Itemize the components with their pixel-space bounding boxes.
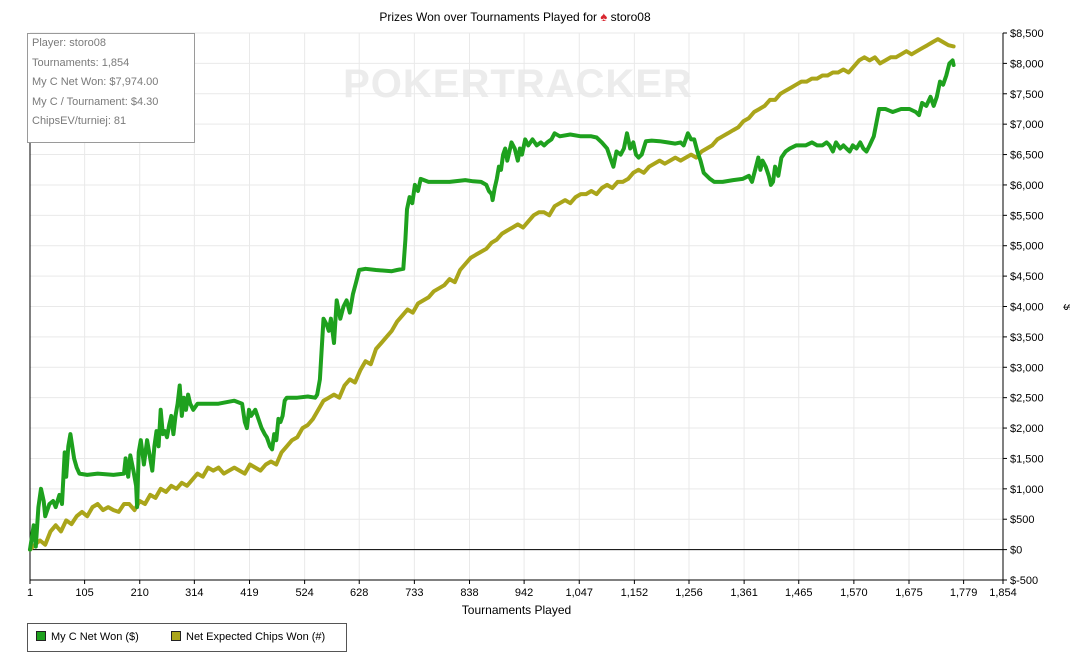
series-net-won-line: [28, 58, 956, 552]
x-tick-label: 1,256: [675, 587, 703, 599]
x-tick-label: 838: [460, 587, 478, 599]
y-tick-label: $4,000: [1010, 302, 1044, 314]
x-tick-label: 1,779: [950, 587, 978, 599]
x-tick-label: 1,465: [785, 587, 813, 599]
legend-swatch-net-won: [36, 631, 46, 641]
x-tick-label: 1,047: [565, 587, 593, 599]
info-chips-ev: ChipsEV/turniej: 81: [32, 115, 127, 127]
x-tick-label: 1: [27, 587, 33, 599]
y-tick-label: $6,000: [1010, 180, 1044, 192]
legend-swatch-expected-chips: [171, 631, 181, 641]
x-tick-label: 105: [75, 587, 93, 599]
x-tick-label: 419: [240, 587, 258, 599]
x-tick-label: 1,570: [840, 587, 868, 599]
x-axis-label: Tournaments Played: [462, 603, 571, 617]
legend-item-expected-chips[interactable]: Net Expected Chips Won (#): [171, 631, 325, 643]
legend-item-net-won[interactable]: My C Net Won ($): [36, 631, 139, 643]
x-tick-label: 1,675: [895, 587, 923, 599]
x-tick-label: 524: [295, 587, 313, 599]
x-tick-label: 733: [405, 587, 423, 599]
watermark: POKERTRACKER: [343, 62, 693, 106]
info-tournaments: Tournaments: 1,854: [32, 56, 130, 69]
y-tick-label: $7,000: [1010, 119, 1044, 131]
series-expected-chips-line: [28, 37, 956, 552]
x-tick-label: 210: [131, 587, 149, 599]
y-tick-label: $0: [1010, 545, 1022, 557]
legend-label-expected-chips: Net Expected Chips Won (#): [186, 631, 326, 643]
y-tick-label: $5,500: [1010, 210, 1044, 222]
y-tick-label: $2,500: [1010, 393, 1044, 405]
info-per-tournament: My C / Tournament: $4.30: [32, 95, 159, 108]
chart-title: Prizes Won over Tournaments Played for ♠…: [0, 9, 1030, 24]
y-tick-label: $3,000: [1010, 362, 1044, 374]
legend: My C Net Won ($) Net Expected Chips Won …: [27, 623, 347, 652]
title-text: Prizes Won over Tournaments Played for: [379, 10, 598, 24]
y-tick-label: $8,000: [1010, 58, 1044, 70]
x-tick-label: 1,152: [621, 587, 649, 599]
y-tick-label: $2,000: [1010, 423, 1044, 435]
x-tick-label: 1,854: [989, 587, 1017, 599]
y-tick-label: $5,000: [1010, 241, 1044, 253]
y-axis-label: $: [1061, 304, 1070, 310]
y-tick-label: $3,500: [1010, 332, 1044, 344]
y-tick-label: $8,500: [1010, 28, 1044, 40]
y-tick-label: $500: [1010, 514, 1034, 526]
info-player: Player: storo08: [32, 37, 106, 49]
y-tick-label: $7,500: [1010, 89, 1044, 101]
title-player-name: storo08: [610, 10, 651, 24]
y-tick-label: $-500: [1010, 575, 1038, 587]
y-tick-label: $1,500: [1010, 453, 1044, 465]
y-tick-label: $1,000: [1010, 484, 1044, 496]
y-tick-label: $6,500: [1010, 150, 1044, 162]
x-tick-label: 942: [515, 587, 533, 599]
y-tick-label: $4,500: [1010, 271, 1044, 283]
player-info-box: Player: storo08 Tournaments: 1,854 My C …: [27, 33, 195, 143]
x-tick-label: 1,361: [730, 587, 758, 599]
info-net-won: My C Net Won: $7,974.00: [32, 76, 159, 88]
x-tick-label: 628: [350, 587, 368, 599]
spade-icon: ♠: [600, 9, 608, 24]
legend-label-net-won: My C Net Won ($): [51, 631, 139, 643]
series-lines: [28, 37, 956, 552]
x-tick-label: 314: [185, 587, 203, 599]
